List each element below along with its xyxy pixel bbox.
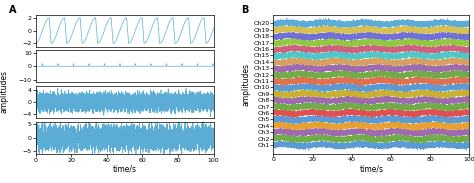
Text: B: B (241, 5, 248, 16)
X-axis label: time/s: time/s (112, 165, 137, 174)
X-axis label: time/s: time/s (359, 164, 383, 173)
Text: A: A (9, 5, 16, 16)
Text: amplitudes: amplitudes (0, 70, 8, 113)
Y-axis label: amplitudes: amplitudes (242, 63, 251, 106)
